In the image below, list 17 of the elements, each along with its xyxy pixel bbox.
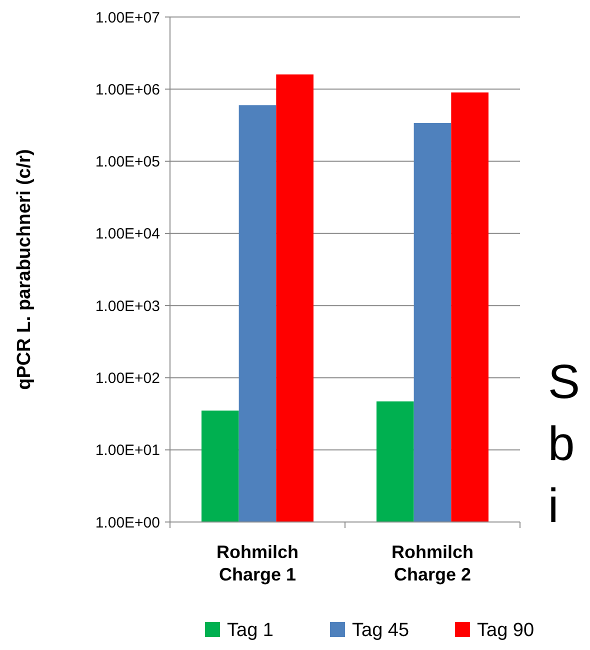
legend-label: Tag 1 <box>227 620 274 641</box>
y-tick-label: 1.00E+04 <box>95 226 160 243</box>
text: i <box>548 480 559 533</box>
y-tick-label: 1.00E+03 <box>95 298 160 315</box>
y-tick-label: 1.00E+06 <box>95 81 160 98</box>
y-tick-label: 1.00E+02 <box>95 370 160 387</box>
y-tick-label: 1.00E+05 <box>95 154 160 171</box>
legend-label: Tag 45 <box>352 620 410 641</box>
text: b <box>548 418 575 471</box>
text: S <box>548 356 580 409</box>
x-tick-label: Rohmilch Charge 1 <box>216 542 299 584</box>
y-tick-label: 1.00E+00 <box>95 514 160 532</box>
y-tick-label: 1.00E+01 <box>95 442 160 460</box>
y-tick-label: 1.00E+07 <box>95 9 160 26</box>
y-axis-title: qPCR L. parabuchneri (c/r) <box>14 149 35 390</box>
legend-label: Tag 90 <box>477 620 534 641</box>
x-tick-label: Rohmilch Charge 2 <box>391 542 474 584</box>
